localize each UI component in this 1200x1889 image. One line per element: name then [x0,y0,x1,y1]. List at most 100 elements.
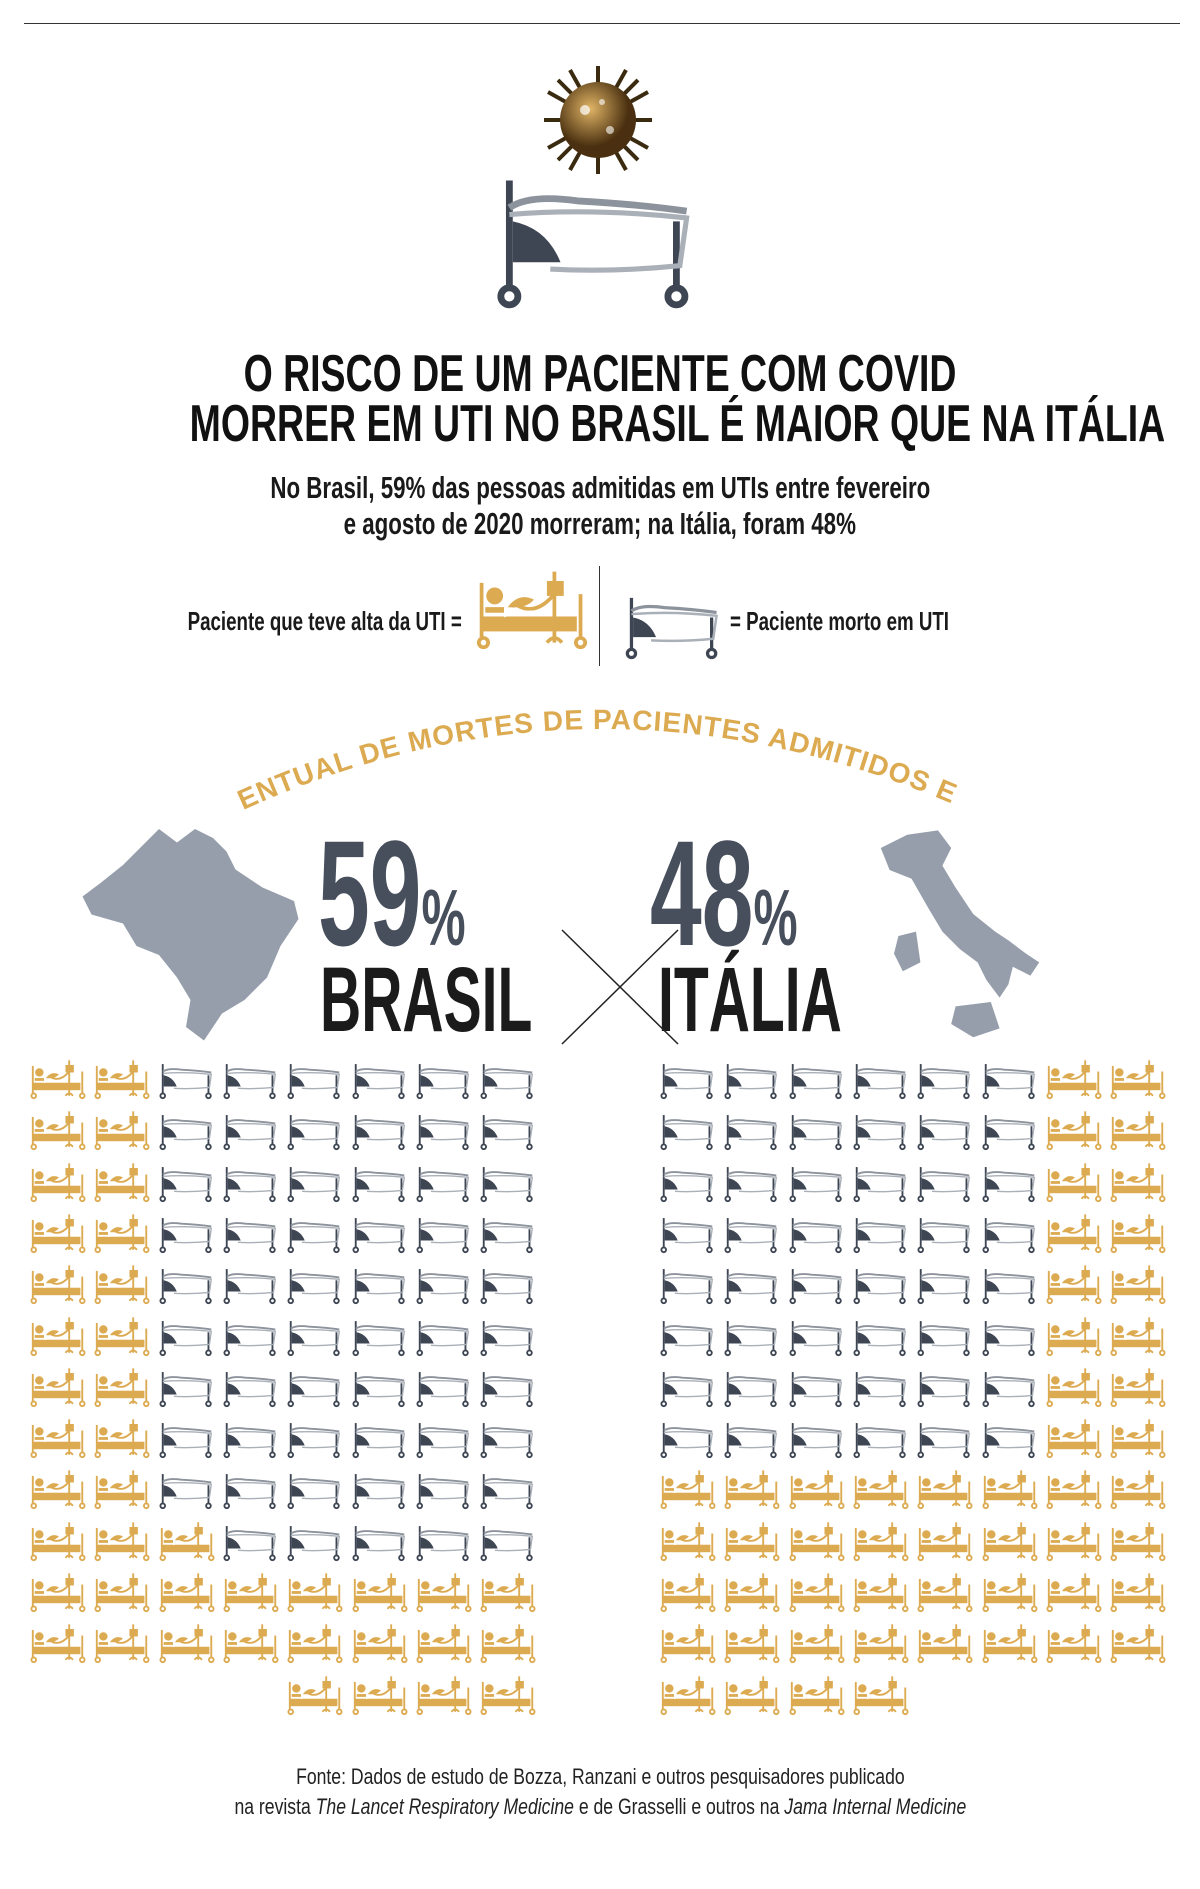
discharged-patient-icon [30,1058,86,1100]
italia-label: ITÁLIA [658,949,842,1051]
dead-patient-icon [416,1366,472,1408]
dead-patient-icon [724,1263,780,1305]
dead-patient-icon [982,1212,1038,1254]
discharged-patient-icon [30,1161,86,1203]
dead-patient-icon [982,1161,1038,1203]
dead-patient-icon [287,1161,343,1203]
discharged-patient-icon [94,1109,150,1151]
big-bed-icon [458,160,738,310]
dead-patient-icon [660,1263,716,1305]
dead-patient-icon [480,1058,536,1100]
discharged-patient-icon [30,1263,86,1305]
dead-patient-icon [660,1212,716,1254]
dead-patient-icon [416,1058,472,1100]
discharged-patient-icon [159,1520,215,1562]
discharged-patient-icon [480,1674,536,1716]
dead-patient-icon [223,1161,279,1203]
dead-patient-icon [660,1366,716,1408]
discharged-patient-icon [416,1571,472,1613]
dead-patient-icon [982,1366,1038,1408]
italia-percent-value: 48 [650,809,754,977]
dead-patient-icon [287,1468,343,1510]
discharged-patient-icon [1046,1212,1102,1254]
discharged-patient-icon [789,1571,845,1613]
dead-patient-icon [853,1366,909,1408]
dead-patient-icon [853,1417,909,1459]
dead-patient-icon [287,1263,343,1305]
discharged-patient-icon [94,1263,150,1305]
dead-patient-icon [416,1212,472,1254]
discharged-patient-icon [1046,1417,1102,1459]
dead-patient-icon [287,1366,343,1408]
dead-patient-icon [660,1109,716,1151]
dead-patient-icon [159,1058,215,1100]
discharged-patient-icon [30,1417,86,1459]
dead-patient-icon [287,1520,343,1562]
dead-patient-icon [917,1366,973,1408]
dead-patient-icon [352,1417,408,1459]
source-journal-jama: Jama Internal Medicine [783,1794,966,1819]
discharged-patient-icon [917,1622,973,1664]
dead-patient-icon [223,1212,279,1254]
dead-patient-icon [724,1315,780,1357]
discharged-patient-icon [1046,1058,1102,1100]
discharged-patient-icon [917,1468,973,1510]
dead-patient-icon [853,1315,909,1357]
dead-patient-icon [159,1212,215,1254]
dead-patient-icon [789,1315,845,1357]
italia-percent-sign: % [753,873,798,962]
dead-patient-icon [853,1263,909,1305]
discharged-patient-icon [1110,1058,1166,1100]
source-text: na revista [234,1794,316,1819]
dead-patient-icon [416,1109,472,1151]
discharged-patient-icon [724,1520,780,1562]
discharged-patient-icon [660,1520,716,1562]
discharged-patient-icon [982,1468,1038,1510]
dead-patient-icon [660,1417,716,1459]
discharged-patient-icon [1046,1263,1102,1305]
discharged-patient-icon [287,1571,343,1613]
brasil-percent-sign: % [421,873,466,962]
dead-patient-icon [480,1315,536,1357]
subtitle-line-2: e agosto de 2020 morreram; na Itália, fo… [343,506,857,541]
discharged-patient-icon [1110,1520,1166,1562]
virus-icon [544,66,652,174]
dead-patient-icon [416,1263,472,1305]
discharged-patient-icon [789,1622,845,1664]
discharged-patient-icon [853,1674,909,1716]
dead-patient-icon [416,1161,472,1203]
dead-patient-icon [352,1315,408,1357]
dead-patient-icon [159,1263,215,1305]
discharged-patient-icon [287,1622,343,1664]
discharged-patient-icon [917,1571,973,1613]
dead-patient-icon [223,1263,279,1305]
dead-patient-icon [917,1417,973,1459]
discharged-patient-icon [416,1674,472,1716]
subtitle-line-1: No Brasil, 59% das pessoas admitidas em … [270,470,930,505]
dead-patient-icon [416,1315,472,1357]
discharged-patient-icon [30,1520,86,1562]
dead-patient-icon [982,1109,1038,1151]
discharged-patient-icon [1046,1622,1102,1664]
discharged-patient-icon [30,1468,86,1510]
discharged-patient-icon [223,1622,279,1664]
dead-patient-icon [159,1109,215,1151]
dead-patient-icon [480,1263,536,1305]
dead-patient-icon [480,1468,536,1510]
discharged-patient-icon [789,1674,845,1716]
dead-patient-icon [917,1315,973,1357]
italy-map [880,830,1040,1038]
discharged-patient-icon [660,1468,716,1510]
dead-patient-icon [223,1417,279,1459]
discharged-patient-icon [724,1622,780,1664]
dead-patient-icon [223,1315,279,1357]
discharged-patient-icon [416,1622,472,1664]
dead-patient-icon [789,1366,845,1408]
discharged-patient-icon [1046,1161,1102,1203]
dead-patient-icon [352,1058,408,1100]
dead-patient-icon [724,1109,780,1151]
dead-patient-icon [982,1263,1038,1305]
discharged-patient-icon [94,1058,150,1100]
dead-patient-icon [287,1212,343,1254]
dead-patient-icon [789,1109,845,1151]
